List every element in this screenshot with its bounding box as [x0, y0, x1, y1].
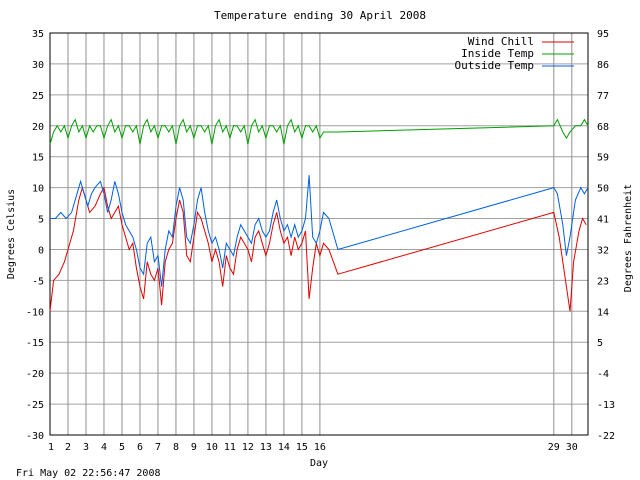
x-tick-label: 8 [173, 442, 179, 453]
plot-area-border [49, 32, 589, 436]
x-tick-label: 30 [566, 442, 578, 453]
y-tick-label-right: 50 [597, 184, 609, 195]
x-tick-label: 29 [548, 442, 560, 453]
x-tick-label: 3 [83, 442, 89, 453]
y-tick-label-left: -25 [26, 400, 44, 411]
y-tick-label-right: 14 [597, 307, 609, 318]
x-axis-ticks: 1 2 3 4 5 6 7 8 9 10 11 12 13 14 15 16 29 30 [48, 442, 578, 453]
y-tick-label-left: 10 [32, 184, 44, 195]
y-tick-label-right: 5 [597, 338, 603, 349]
y-tick-label-right: -4 [597, 369, 609, 380]
y-tick-label-left: 25 [32, 91, 44, 102]
x-tick-label: 9 [191, 442, 197, 453]
y-tick-label-left: 20 [32, 122, 44, 133]
x-tick-label: 7 [155, 442, 161, 453]
x-tick-label: 11 [224, 442, 236, 453]
x-tick-label: 13 [260, 442, 272, 453]
y-tick-label-left: 0 [38, 245, 44, 256]
y-tick-label-right: 86 [597, 60, 609, 71]
series-line-inside-temp [49, 118, 589, 145]
timestamp: Fri May 02 22:56:47 2008 [16, 468, 161, 479]
x-axis-label: Day [310, 458, 328, 469]
y-tick-label-right: 41 [597, 215, 609, 226]
y-tick-label-left: -15 [26, 338, 44, 349]
y-axis-right-ticks: 95 86 77 68 59 50 41 32 23 14 5 -4 -13 -22 [597, 29, 615, 442]
y-tick-label-left: 5 [38, 215, 44, 226]
series-layer [49, 118, 589, 312]
y-tick-label-left: 35 [32, 29, 44, 40]
legend-label-wind-chill: Wind Chill [468, 35, 534, 48]
x-tick-label: 2 [65, 442, 71, 453]
x-tick-label: 1 [48, 442, 54, 453]
y-axis-left-ticks: 35 30 25 20 15 10 5 0 -5 -10 -15 -20 -25 -30 [26, 29, 44, 442]
legend-label-outside-temp: Outside Temp [455, 59, 534, 72]
x-tick-label: 12 [242, 442, 254, 453]
x-tick-label: 5 [119, 442, 125, 453]
y-tick-label-right: -13 [597, 400, 615, 411]
x-tick-label: 16 [314, 442, 326, 453]
y-tick-label-right: -22 [597, 431, 615, 442]
y-tick-label-left: 15 [32, 153, 44, 164]
y-tick-label-right: 59 [597, 153, 609, 164]
x-tick-label: 15 [296, 442, 308, 453]
y-tick-label-right: 32 [597, 245, 609, 256]
y-axis-label-right: Degrees Fahrenheit [623, 184, 634, 292]
y-tick-label-right: 23 [597, 276, 609, 287]
y-tick-label-left: -30 [26, 431, 44, 442]
y-tick-label-left: -20 [26, 369, 44, 380]
y-tick-label-left: -5 [32, 276, 44, 287]
x-tick-label: 6 [137, 442, 143, 453]
legend-label-inside-temp: Inside Temp [461, 47, 534, 60]
y-tick-label-right: 77 [597, 91, 609, 102]
y-tick-label-right: 95 [597, 29, 609, 40]
series-line-outside-temp [50, 175, 589, 287]
x-tick-label: 14 [278, 442, 290, 453]
chart-title: Temperature ending 30 April 2008 [214, 9, 426, 22]
y-axis-label-left: Degrees Celsius [6, 189, 17, 279]
series-line-wind-chill [49, 185, 587, 312]
y-tick-label-left: -10 [26, 307, 44, 318]
y-tick-label-left: 30 [32, 60, 44, 71]
x-tick-label: 10 [206, 442, 218, 453]
x-tick-label: 4 [101, 442, 107, 453]
y-tick-label-right: 68 [597, 122, 609, 133]
